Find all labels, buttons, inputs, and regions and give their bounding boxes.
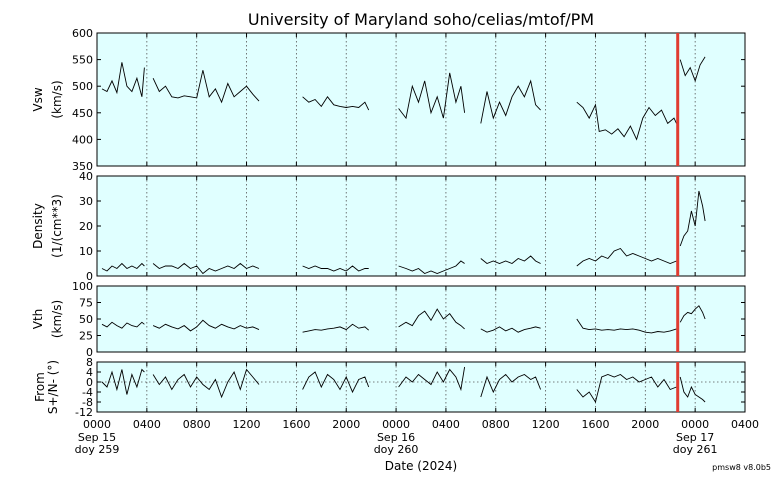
data-series-vth [480, 326, 541, 333]
date-label: Sep 17 [676, 431, 714, 444]
data-series-vsw [302, 96, 370, 111]
data-series-vth [398, 308, 465, 330]
data-series-from [398, 366, 466, 392]
panel-vth: 0 25 50 75 100 Vth (km/s) [31, 280, 746, 359]
x-tick-label: 1200 [532, 418, 560, 431]
y-tick-label: 100 [72, 280, 93, 293]
x-tick-label: 1600 [581, 418, 609, 431]
y-axis-unit: S+/N- (°) [46, 360, 60, 414]
y-tick-label: 40 [79, 170, 93, 183]
x-tick-label: 2000 [631, 418, 659, 431]
x-tick-label: 1200 [233, 418, 261, 431]
y-axis-unit: (km/s) [50, 80, 64, 118]
x-axis: 0000 0400 0800 1200 1600 2000 0000 0400 0800 1200… [75, 418, 759, 456]
x-tick-label: 0000 [382, 418, 410, 431]
data-series-vth [679, 305, 706, 323]
y-tick-label: 450 [72, 107, 93, 120]
data-series-vsw [398, 72, 466, 120]
y-tick-label: -12 [75, 406, 93, 419]
date-label: Sep 16 [377, 431, 415, 444]
data-series-density [101, 262, 145, 272]
x-tick-label: 0000 [83, 418, 111, 431]
data-series-vth [576, 318, 677, 334]
data-series-vsw [679, 56, 706, 83]
y-tick-label: 550 [72, 54, 93, 67]
panel-background [96, 361, 746, 413]
y-axis-label: Density [31, 203, 45, 249]
data-series-vsw [152, 70, 260, 104]
y-tick-label: 500 [72, 80, 93, 93]
data-series-vsw [576, 101, 677, 141]
panel-background [96, 32, 746, 167]
data-series-vsw [101, 62, 145, 97]
y-tick-label: -4 [82, 386, 93, 399]
data-series-from [101, 368, 145, 395]
data-series-density [152, 262, 260, 275]
data-series-from [480, 373, 542, 398]
x-tick-label: 0800 [183, 418, 211, 431]
chart-title: University of Maryland soho/celias/mtof/… [248, 10, 594, 29]
y-tick-label: -8 [82, 396, 93, 409]
y-tick-label: 20 [79, 220, 93, 233]
x-tick-label: 0400 [133, 418, 161, 431]
y-axis-label: Vsw [31, 87, 45, 111]
data-series-density [398, 260, 465, 275]
y-tick-label: 0 [86, 270, 93, 283]
panel-background [96, 175, 746, 277]
y-tick-label: 75 [79, 297, 93, 310]
panel-density: 0 10 20 30 40 Density (1/(cm**3) [31, 170, 746, 283]
data-series-from [679, 376, 706, 403]
y-tick-label: 0 [86, 376, 93, 389]
version-footer: pmsw8 v8.0b5 [712, 463, 771, 472]
y-axis-label: Vth [31, 309, 45, 330]
panel-background [96, 285, 746, 353]
x-tick-label: 1600 [282, 418, 310, 431]
y-tick-label: 8 [86, 356, 93, 369]
y-axis-unit: (km/s) [50, 300, 64, 338]
doy-label: doy 259 [75, 443, 120, 456]
data-series-vth [101, 321, 145, 329]
data-series-vth [152, 319, 260, 332]
y-tick-label: 4 [86, 366, 93, 379]
data-series-density [576, 247, 677, 267]
x-axis-label: Date (2024) [385, 459, 457, 473]
data-series-density [480, 255, 541, 265]
x-tick-label: 0400 [731, 418, 759, 431]
x-tick-label: 0800 [482, 418, 510, 431]
data-series-from [152, 368, 260, 399]
y-tick-label: 0 [86, 346, 93, 359]
date-label: Sep 15 [78, 431, 116, 444]
panel-vsw: 350 400 450 500 550 600 Vsw (km/s) [31, 27, 746, 173]
y-axis-label: From [33, 372, 47, 402]
doy-label: doy 260 [374, 443, 419, 456]
data-series-density [302, 265, 369, 272]
y-tick-label: 600 [72, 27, 93, 40]
doy-label: doy 261 [673, 443, 718, 456]
data-series-from [302, 371, 370, 394]
y-tick-label: 25 [79, 330, 93, 343]
y-tick-label: 50 [79, 313, 93, 326]
y-tick-label: 30 [79, 195, 93, 208]
y-axis-unit: (1/(cm**3) [50, 194, 64, 258]
y-tick-label: 350 [72, 160, 93, 173]
y-tick-label: 400 [72, 133, 93, 146]
x-tick-label: 2000 [332, 418, 360, 431]
data-series-vsw [480, 79, 541, 124]
y-tick-label: 10 [79, 245, 93, 258]
data-series-from [576, 373, 677, 404]
x-tick-label: 0400 [432, 418, 460, 431]
data-series-density [679, 190, 706, 247]
x-tick-label: 0000 [681, 418, 709, 431]
data-series-vth [302, 323, 369, 333]
